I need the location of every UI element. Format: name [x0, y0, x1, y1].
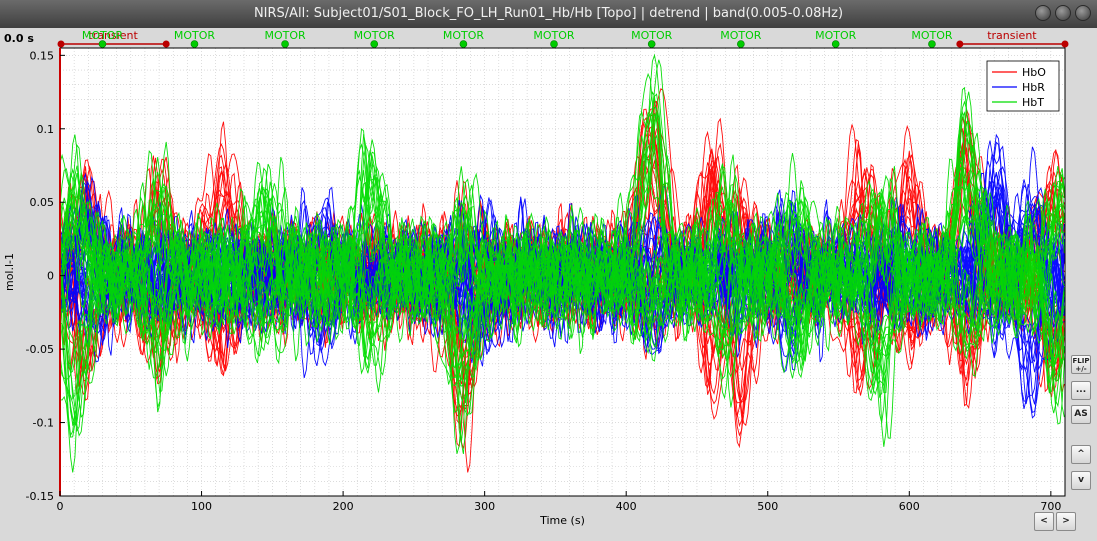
event-motor-marker [459, 40, 468, 48]
y-tick-label: 0.15 [30, 49, 55, 62]
channel-line-HbT [59, 110, 1065, 349]
event-label: MOTOR [264, 29, 306, 42]
event-motor-marker [647, 40, 656, 48]
scale-down-button[interactable]: v [1071, 471, 1091, 490]
window-title: NIRS/All: Subject01/S01_Block_FO_LH_Run0… [253, 6, 844, 21]
nirs-timeseries-chart[interactable]: 0 100 200 300 400 500 600 700 -0.15 -0.1 -0.05 0 0.0… [0, 28, 1097, 541]
event-motor-marker [370, 40, 379, 48]
time-cursor-label: 0.0 s [4, 32, 34, 45]
event-label: transient [987, 29, 1037, 42]
close-button[interactable] [1075, 5, 1091, 21]
y-tick-label: -0.15 [26, 490, 54, 503]
y-tick-label: -0.1 [33, 417, 54, 430]
channel-line-HbT [59, 149, 1065, 439]
x-tick-label: 100 [191, 500, 212, 513]
legend-entry-HbR: HbR [1022, 81, 1045, 94]
y-tick-label: 0 [47, 270, 54, 283]
next-page-button[interactable]: > [1056, 512, 1076, 531]
event-transient-start [57, 40, 65, 48]
x-tick-label: 600 [899, 500, 920, 513]
scale-up-button[interactable]: ^ [1071, 445, 1091, 464]
event-motor-marker [831, 40, 840, 48]
x-tick-label: 500 [757, 500, 778, 513]
event-motor-marker [98, 40, 107, 48]
event-label: MOTOR [82, 29, 124, 42]
event-transient-start [956, 40, 964, 48]
x-axis-label: Time (s) [539, 514, 585, 527]
x-tick-label: 700 [1040, 500, 1061, 513]
event-transient-end [1061, 40, 1069, 48]
event-label: MOTOR [720, 29, 762, 42]
event-label: MOTOR [911, 29, 953, 42]
minimize-button[interactable] [1035, 5, 1051, 21]
channel-line-HbT [59, 145, 1065, 433]
legend: HbO HbR HbT [986, 60, 1060, 112]
event-motor-marker [190, 40, 199, 48]
flip-button[interactable]: FLIP +/- [1071, 355, 1091, 374]
maximize-button[interactable] [1055, 5, 1071, 21]
series-HbT [59, 53, 1065, 473]
event-motor-marker [281, 40, 289, 48]
channel-line-HbT [59, 174, 1065, 438]
event-label: MOTOR [174, 29, 216, 42]
autoscale-button[interactable]: AS [1071, 405, 1091, 424]
y-axis-label: mol.l-1 [3, 253, 16, 291]
legend-entry-HbT: HbT [1022, 96, 1044, 109]
event-label: transient [88, 29, 138, 42]
event-label: MOTOR [631, 29, 673, 42]
event-label: MOTOR [533, 29, 575, 42]
event-motor-marker [737, 40, 745, 48]
prev-page-button[interactable]: < [1034, 512, 1054, 531]
event-motor-marker [928, 40, 936, 48]
x-tick-label: 300 [474, 500, 495, 513]
channel-line-HbT [59, 151, 1065, 473]
channel-line-HbT [59, 86, 1065, 371]
event-motor-marker [550, 40, 558, 48]
event-label: MOTOR [443, 29, 485, 42]
event-transient-end [162, 40, 170, 48]
event-label: MOTOR [815, 29, 857, 42]
channel-line-HbT [59, 93, 1065, 437]
y-tick-label: -0.05 [26, 343, 54, 356]
channel-line-HbT [59, 143, 1065, 377]
legend-box [986, 60, 1060, 112]
x-tick-label: 0 [57, 500, 64, 513]
x-tick-label: 200 [333, 500, 354, 513]
y-tick-label: 0.05 [30, 196, 55, 209]
event-label: MOTOR [354, 29, 396, 42]
y-tick-label: 0.1 [37, 123, 55, 136]
more-button[interactable]: ... [1071, 381, 1091, 400]
window-titlebar: NIRS/All: Subject01/S01_Block_FO_LH_Run0… [0, 0, 1097, 28]
x-tick-label: 400 [616, 500, 637, 513]
legend-entry-HbO: HbO [1022, 66, 1046, 79]
